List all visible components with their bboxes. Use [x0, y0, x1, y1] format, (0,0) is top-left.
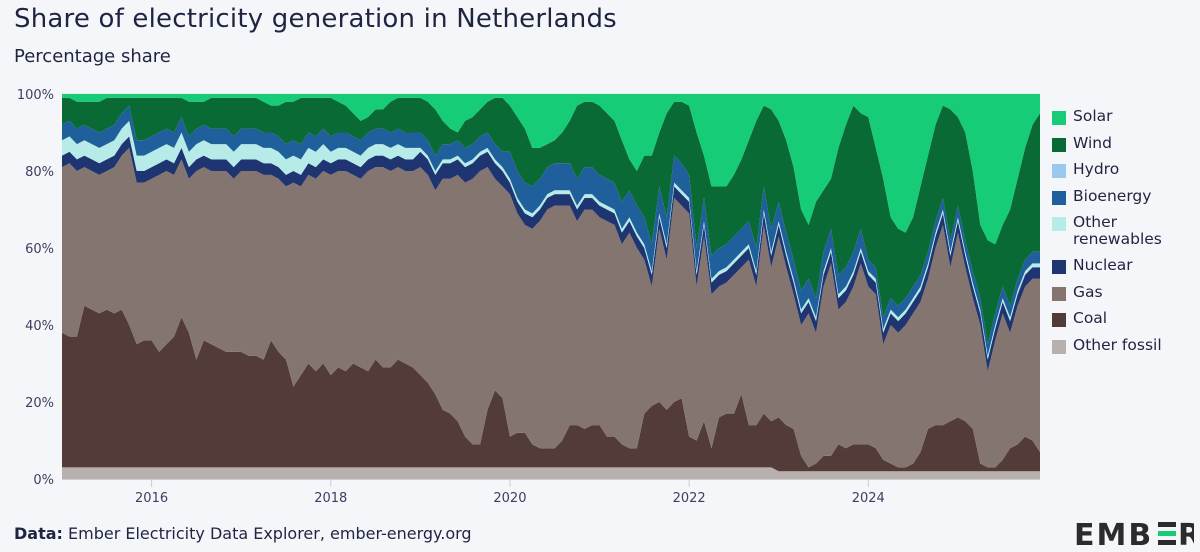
x-tick-label: 2016: [135, 491, 168, 506]
source-note: Data: Ember Electricity Data Explorer, e…: [14, 524, 472, 543]
series-areas: [62, 94, 1040, 479]
axes: 0% 20% 40% 60% 80% 100% 2016 2018 2020 2022 2024: [17, 88, 1040, 506]
area-wind[interactable]: [62, 97, 1040, 345]
area-coal[interactable]: [62, 305, 1040, 472]
ember-logo: EMB R: [1074, 518, 1194, 549]
y-tick-label: 40%: [25, 319, 54, 334]
legend-label: Wind: [1073, 133, 1112, 152]
legend-swatch: [1052, 339, 1066, 354]
legend-swatch: [1052, 313, 1066, 327]
legend-label: Other fossil: [1073, 335, 1162, 354]
area-other-fossil[interactable]: [62, 467, 1040, 479]
legend-item-solar[interactable]: Solar: [1052, 108, 1183, 135]
legend-label: Nuclear: [1073, 256, 1133, 274]
y-tick-label: 0%: [33, 473, 54, 488]
y-tick-label: 60%: [25, 242, 54, 257]
legend-item-gas[interactable]: Gas: [1052, 282, 1183, 311]
legend-item-other-renewables[interactable]: Other renewables: [1052, 214, 1183, 257]
legend-swatch: [1052, 137, 1066, 152]
x-tick-label: 2022: [673, 491, 706, 506]
legend-label: Other renewables: [1073, 213, 1162, 248]
legend-swatch: [1052, 217, 1066, 231]
legend-item-nuclear[interactable]: Nuclear: [1052, 257, 1183, 284]
x-tick-label: 2020: [493, 491, 526, 506]
legend-item-bioenergy[interactable]: Bioenergy: [1052, 186, 1183, 215]
legend-item-other-fossil[interactable]: Other fossil: [1052, 335, 1183, 364]
y-tick-label: 80%: [25, 165, 54, 180]
legend-swatch: [1052, 260, 1066, 274]
legend-label: Bioenergy: [1073, 186, 1152, 205]
y-tick-label: 100%: [17, 88, 54, 103]
chart-subtitle: Percentage share: [14, 46, 171, 67]
legend-swatch: [1052, 164, 1066, 178]
source-label: Data:: [14, 524, 63, 543]
legend-item-hydro[interactable]: Hydro: [1052, 161, 1183, 188]
legend-swatch: [1052, 111, 1066, 125]
legend-swatch: [1052, 190, 1066, 205]
svg-text:R: R: [1178, 518, 1194, 549]
legend-label: Coal: [1073, 309, 1108, 327]
legend-swatch: [1052, 286, 1066, 301]
legend: Solar Wind Hydro Bioenergy Other renewab…: [1052, 108, 1183, 363]
legend-label: Gas: [1073, 282, 1103, 301]
legend-item-coal[interactable]: Coal: [1052, 310, 1183, 337]
svg-text:EMB: EMB: [1074, 518, 1153, 549]
area-solar[interactable]: [62, 94, 1040, 245]
y-tick-label: 20%: [25, 396, 54, 411]
x-tick-label: 2024: [852, 491, 885, 506]
area-gas[interactable]: [62, 147, 1040, 468]
x-tick-label: 2018: [314, 491, 347, 506]
chart-title: Share of electricity generation in Nethe…: [14, 4, 617, 34]
source-text: Ember Electricity Data Explorer, ember-e…: [68, 524, 472, 543]
legend-label: Hydro: [1073, 160, 1120, 178]
legend-item-wind[interactable]: Wind: [1052, 133, 1183, 162]
legend-label: Solar: [1073, 107, 1113, 125]
